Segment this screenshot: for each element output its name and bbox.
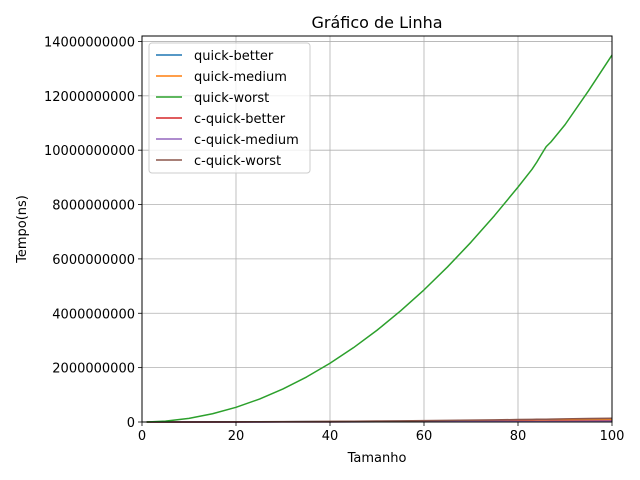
x-tick-label: 60	[416, 429, 433, 444]
x-tick-label: 100	[600, 429, 625, 444]
x-tick-label: 0	[138, 429, 146, 444]
legend-box	[148, 42, 311, 174]
y-tick-label: 4000000000	[52, 307, 135, 322]
legend-label: quick-better	[194, 49, 274, 64]
legend-label: c-quick-medium	[194, 133, 299, 148]
legend-label: c-quick-worst	[194, 154, 281, 169]
legend: quick-better quick-medium quick-worst c-qui…	[148, 42, 311, 174]
y-tick-label: 14000000000	[44, 35, 135, 50]
series-line-quick-worst	[146, 54, 613, 423]
legend-label: quick-worst	[194, 91, 269, 106]
x-tick-label: 40	[322, 429, 339, 444]
legend-label: quick-medium	[194, 70, 287, 85]
legend-label: c-quick-better	[194, 112, 286, 127]
plot-frame	[141, 35, 613, 423]
y-axis-title: Tempo(ns)	[15, 195, 30, 264]
y-tick-label: 0	[127, 416, 135, 431]
x-tick-label: 20	[228, 429, 245, 444]
x-axis: 0 20 40 60 80 100	[138, 422, 625, 444]
chart-title: Gráfico de Linha	[311, 13, 442, 32]
y-tick-label: 12000000000	[44, 90, 135, 105]
x-axis-title: Tamanho	[347, 451, 407, 466]
y-tick-label: 6000000000	[52, 253, 135, 268]
y-tick-label: 8000000000	[52, 199, 135, 214]
y-tick-label: 10000000000	[44, 144, 135, 159]
y-axis: 0 2000000000 4000000000 6000000000 800000000…	[44, 35, 142, 431]
x-tick-label: 80	[510, 429, 527, 444]
y-tick-label: 2000000000	[52, 362, 135, 377]
